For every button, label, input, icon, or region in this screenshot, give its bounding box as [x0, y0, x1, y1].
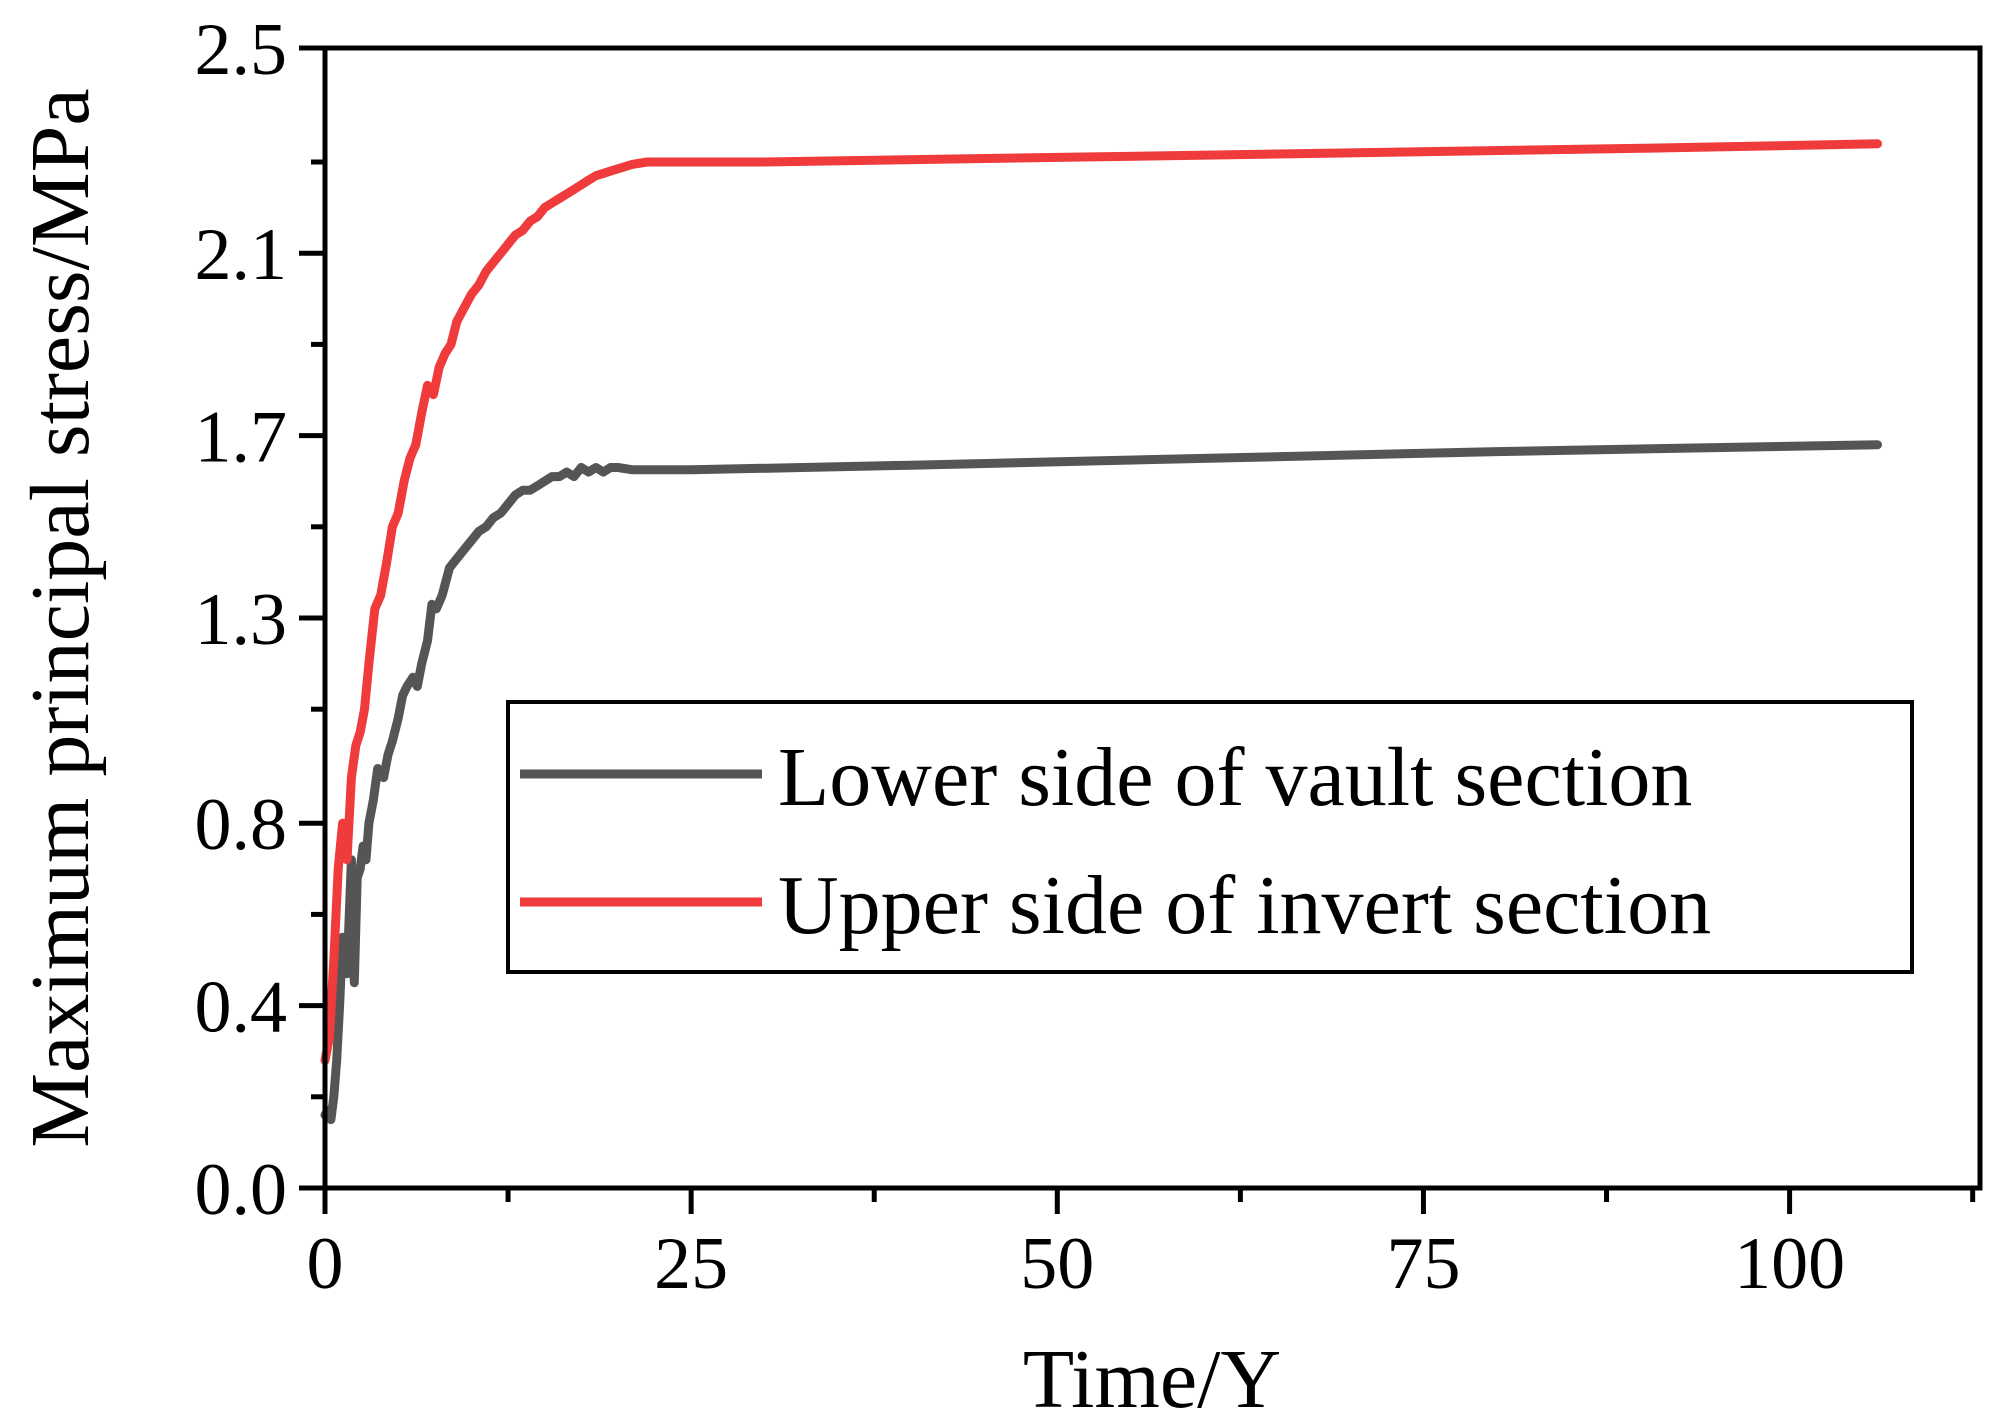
legend: Lower side of vault section Upper side o…	[506, 700, 1914, 974]
y-tick-label: 2.1	[195, 214, 288, 296]
y-tick-label: 0.0	[195, 1149, 288, 1231]
tick-layer: 0 25 50 75 100 0.0 0.4 0.8 1.3 1.7 2.1 2.5	[195, 9, 1976, 1305]
x-tick-label: 0	[307, 1223, 344, 1305]
series-line-0	[320, 440, 1882, 1125]
x-tick-label: 25	[654, 1223, 728, 1305]
y-tick-label: 1.7	[195, 397, 288, 479]
series-layer	[320, 139, 1882, 1125]
x-tick-label: 75	[1386, 1223, 1460, 1305]
x-tick-label: 50	[1020, 1223, 1094, 1305]
legend-box	[506, 700, 1914, 974]
legend-label-upper-invert: Upper side of invert section	[778, 859, 1711, 952]
y-tick-label: 0.4	[195, 967, 288, 1049]
y-axis-title: Maximum principal stress/MPa	[14, 88, 107, 1147]
x-tick-label: 100	[1734, 1223, 1845, 1305]
series-line-1	[320, 139, 1882, 1065]
y-tick-label: 0.8	[195, 784, 288, 866]
legend-label-lower-vault: Lower side of vault section	[778, 731, 1692, 824]
plot-frame	[322, 45, 1983, 1191]
x-axis-title: Time/Y	[1023, 1333, 1281, 1419]
y-tick-label: 1.3	[195, 579, 288, 661]
y-tick-label: 2.5	[195, 9, 288, 91]
